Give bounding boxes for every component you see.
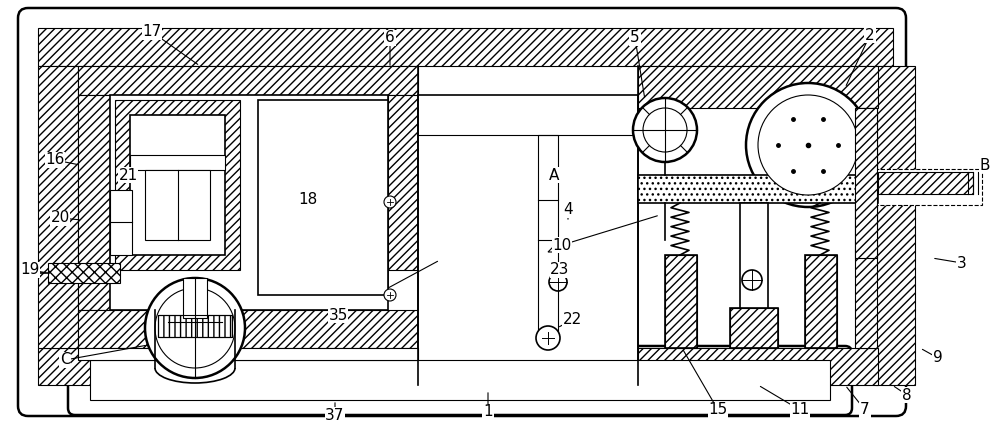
Bar xyxy=(38,66,78,348)
Text: 8: 8 xyxy=(902,388,912,403)
Text: 4: 4 xyxy=(563,202,573,218)
Bar xyxy=(130,155,225,170)
Bar xyxy=(638,348,878,385)
Circle shape xyxy=(742,270,762,290)
Text: 37: 37 xyxy=(325,408,345,423)
Bar xyxy=(388,95,418,270)
Bar xyxy=(38,28,893,66)
Text: 2: 2 xyxy=(865,28,875,43)
Text: 21: 21 xyxy=(118,167,138,182)
Bar xyxy=(90,360,830,400)
Text: A: A xyxy=(549,167,559,182)
Bar xyxy=(130,115,225,255)
Bar xyxy=(874,169,982,205)
Bar xyxy=(638,66,878,108)
Bar xyxy=(418,95,638,385)
Circle shape xyxy=(384,289,396,301)
Text: 7: 7 xyxy=(860,403,870,417)
Bar xyxy=(665,255,697,348)
Text: 3: 3 xyxy=(957,256,967,271)
Text: 17: 17 xyxy=(142,25,162,40)
Text: 19: 19 xyxy=(20,262,40,277)
Text: 35: 35 xyxy=(328,308,348,322)
Text: 18: 18 xyxy=(298,193,318,207)
Bar xyxy=(875,66,915,385)
Bar xyxy=(38,348,603,385)
Circle shape xyxy=(633,98,697,162)
Bar xyxy=(855,108,877,348)
Bar xyxy=(48,263,120,283)
FancyBboxPatch shape xyxy=(18,8,906,416)
Text: 9: 9 xyxy=(933,351,943,366)
Circle shape xyxy=(145,278,245,378)
Circle shape xyxy=(536,326,560,350)
Bar xyxy=(855,108,877,258)
Bar xyxy=(78,348,418,360)
Bar xyxy=(158,315,232,337)
Bar xyxy=(78,310,418,348)
Circle shape xyxy=(549,273,567,291)
Bar xyxy=(665,255,697,348)
Text: 23: 23 xyxy=(550,262,570,277)
Text: 15: 15 xyxy=(708,403,728,417)
Bar xyxy=(183,278,207,318)
Text: B: B xyxy=(980,158,990,173)
Circle shape xyxy=(746,83,870,207)
Bar xyxy=(158,315,232,337)
Bar xyxy=(110,95,388,310)
Text: 10: 10 xyxy=(552,238,572,253)
Text: 6: 6 xyxy=(385,31,395,46)
Bar xyxy=(638,175,878,203)
Bar xyxy=(115,100,240,270)
Bar xyxy=(145,170,210,240)
Polygon shape xyxy=(548,242,568,252)
Bar xyxy=(78,66,418,95)
Text: 22: 22 xyxy=(562,313,582,328)
Text: 16: 16 xyxy=(45,153,65,167)
Circle shape xyxy=(643,108,687,152)
Text: 20: 20 xyxy=(50,210,70,225)
Bar xyxy=(110,190,132,255)
Bar xyxy=(730,308,778,348)
Bar xyxy=(740,203,768,348)
Text: C: C xyxy=(60,352,70,368)
Bar xyxy=(805,255,837,348)
Bar xyxy=(258,100,388,295)
Circle shape xyxy=(155,288,235,368)
Bar xyxy=(78,95,110,310)
Text: 5: 5 xyxy=(630,31,640,46)
Text: 11: 11 xyxy=(790,403,810,417)
Bar xyxy=(805,255,837,348)
Circle shape xyxy=(758,95,858,195)
Bar xyxy=(730,308,778,348)
Text: 1: 1 xyxy=(483,405,493,420)
FancyBboxPatch shape xyxy=(68,346,852,415)
Bar xyxy=(538,135,558,335)
Bar xyxy=(878,172,973,194)
Circle shape xyxy=(384,196,396,208)
